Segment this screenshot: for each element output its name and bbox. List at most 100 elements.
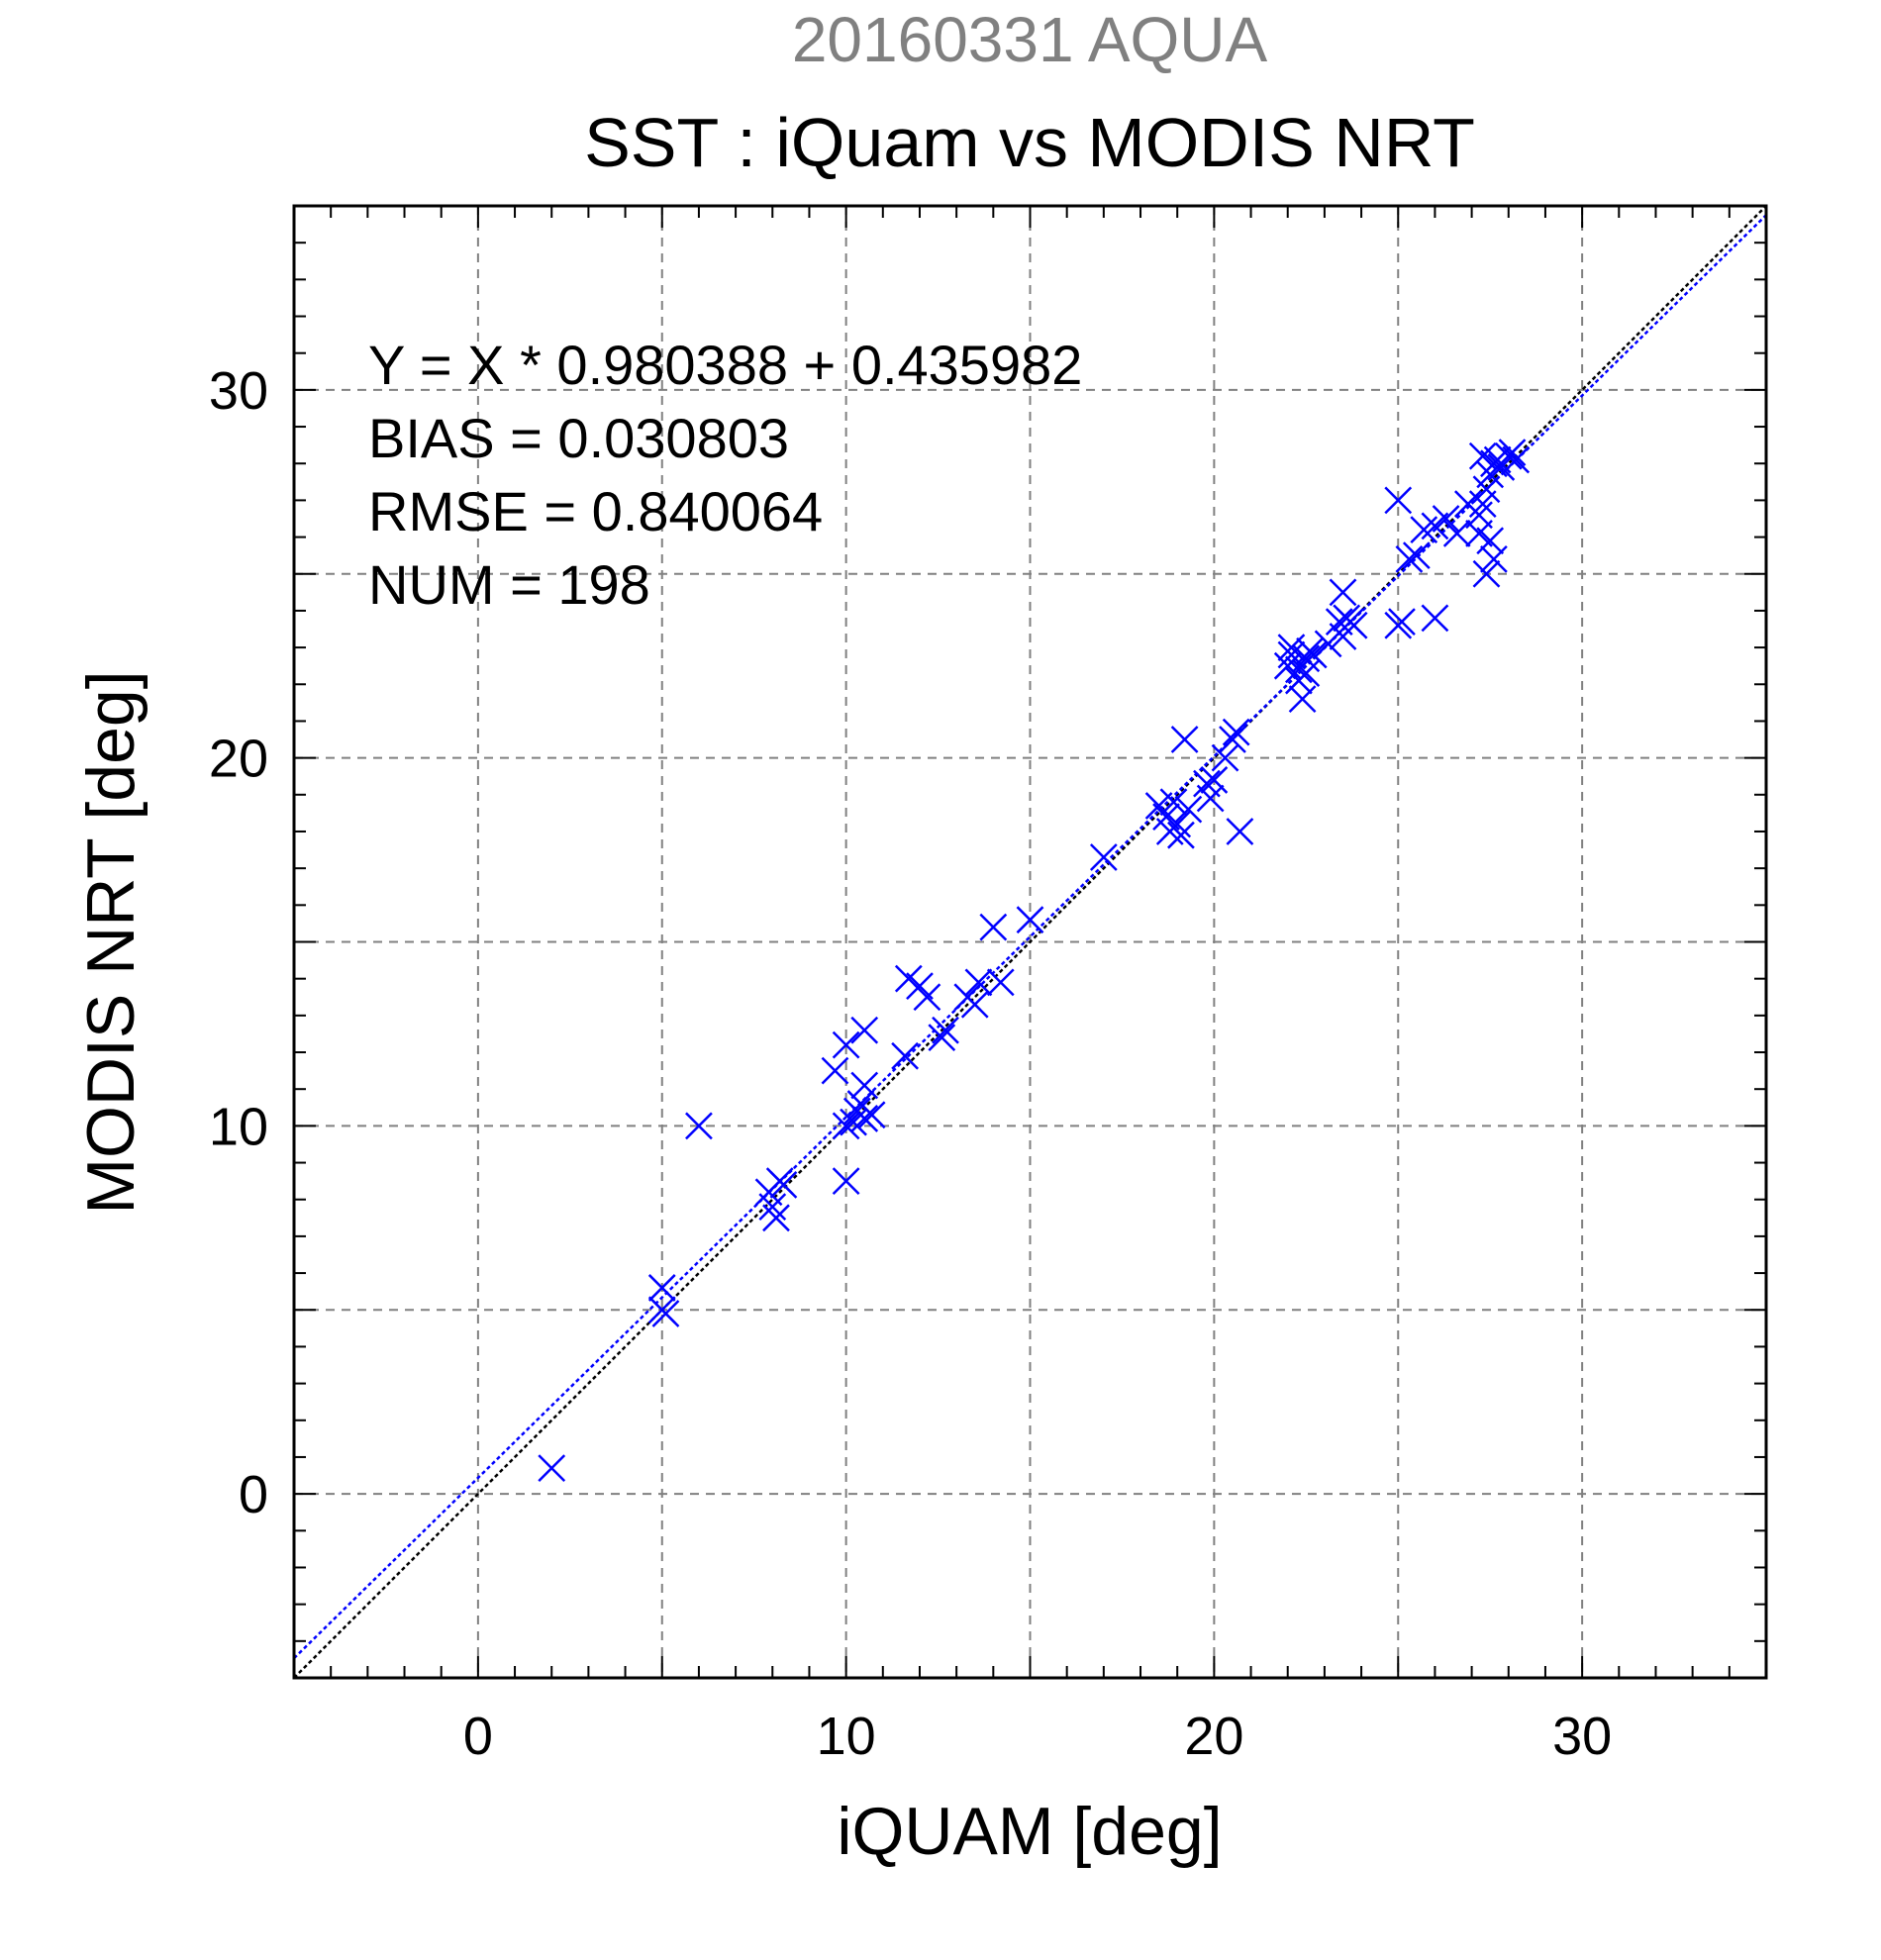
marker-stroke (1442, 519, 1471, 547)
scatter-point (1498, 439, 1527, 466)
marker-stroke (1465, 519, 1493, 547)
marker-stroke (1277, 640, 1306, 669)
scatter-point (928, 1024, 956, 1052)
marker-stroke (928, 1024, 956, 1052)
marker-stroke (758, 1193, 787, 1222)
scatter-point (1384, 486, 1413, 515)
chart-subtitle: SST : iQuam vs MODIS NRT (584, 104, 1475, 181)
marker-stroke (1384, 486, 1413, 515)
marker-stroke (1325, 608, 1353, 636)
marker-stroke (1388, 608, 1416, 636)
scatter-point (1296, 637, 1324, 665)
scatter-point (1288, 685, 1317, 714)
scatter-point (1329, 578, 1357, 607)
marker-stroke (538, 1454, 566, 1482)
scatter-point (891, 1041, 919, 1070)
marker-stroke (1402, 541, 1431, 570)
x-tick-label: 30 (1552, 1707, 1612, 1766)
marker-stroke (1468, 490, 1497, 519)
annotation-line: RMSE = 0.840064 (368, 480, 823, 542)
marker-stroke (1480, 544, 1508, 573)
scatter-point (1292, 659, 1321, 688)
chart-title: 20160331 AQUA (792, 4, 1268, 75)
scatter-point (850, 1016, 879, 1044)
data-points (538, 439, 1531, 1482)
scatter-point (1089, 843, 1118, 871)
scatter-point (1016, 906, 1044, 934)
scatter-point (832, 1112, 860, 1140)
y-tick-label: 30 (209, 361, 268, 421)
scatter-point (769, 1170, 798, 1199)
axis-ticks: 0 10 20 30 0 10 20 30 (209, 206, 1766, 1766)
scatter-point (850, 1071, 879, 1100)
scatter-point (1410, 516, 1438, 544)
fit-lines (293, 205, 1767, 1679)
scatter-point (913, 983, 941, 1012)
marker-stroke (894, 964, 923, 993)
scatter-point (1170, 726, 1199, 753)
scatter-point (832, 1167, 860, 1196)
scatter-point (1219, 726, 1246, 753)
marker-stroke (986, 968, 1015, 997)
scatter-point (1155, 818, 1184, 845)
marker-stroke (647, 1296, 676, 1324)
marker-stroke (1395, 544, 1424, 573)
marker-stroke (821, 1056, 849, 1085)
marker-stroke (960, 990, 989, 1019)
marker-stroke (1296, 637, 1324, 665)
marker-stroke (1292, 644, 1321, 673)
marker-stroke (762, 1204, 790, 1232)
annotation-line: Y = X * 0.980388 + 0.435982 (368, 334, 1082, 396)
stats-annotations: Y = X * 0.980388 + 0.435982 BIAS = 0.0308… (368, 334, 1082, 616)
marker-stroke (1314, 630, 1342, 658)
marker-stroke (1421, 604, 1449, 633)
marker-stroke (1468, 441, 1497, 470)
scatter-point (1196, 784, 1225, 813)
scatter-point (1472, 559, 1501, 588)
marker-stroke (769, 1170, 798, 1199)
scatter-point (1468, 490, 1497, 519)
scatter-point (1277, 634, 1306, 661)
marker-stroke (1222, 718, 1250, 746)
scatter-point (1421, 604, 1449, 633)
annotation-line: NUM = 198 (368, 553, 650, 616)
scatter-point (1502, 445, 1531, 474)
x-tick-label: 0 (463, 1707, 493, 1766)
marker-stroke (1159, 788, 1188, 817)
scatter-point (647, 1274, 676, 1302)
scatter-point (1421, 512, 1449, 540)
marker-stroke (1476, 527, 1505, 555)
marker-stroke (979, 913, 1008, 941)
scatter-point (832, 1030, 860, 1059)
x-tick-label: 20 (1184, 1707, 1243, 1766)
scatter-point (1480, 544, 1508, 573)
scatter-point (1222, 718, 1250, 746)
marker-stroke (964, 968, 993, 997)
annotation-line: BIAS = 0.030803 (368, 407, 789, 469)
marker-stroke (1155, 818, 1184, 845)
scatter-point (1292, 644, 1321, 673)
scatter-point (1329, 623, 1357, 650)
scatter-point (960, 990, 989, 1019)
scatter-point (932, 1016, 959, 1044)
marker-stroke (913, 983, 941, 1012)
marker-stroke (1170, 726, 1199, 753)
y-tick-label: 10 (209, 1097, 268, 1156)
marker-stroke (1329, 578, 1357, 607)
scatter-point (1159, 788, 1188, 817)
marker-stroke (1167, 821, 1195, 849)
scatter-point (840, 1108, 867, 1136)
y-tick-label: 0 (239, 1465, 268, 1524)
marker-stroke (1421, 512, 1449, 540)
marker-stroke (850, 1105, 879, 1132)
scatter-point (1200, 766, 1229, 794)
marker-stroke (1196, 784, 1225, 813)
scatter-point (1468, 441, 1497, 470)
scatter-point (1395, 544, 1424, 573)
marker-stroke (1292, 659, 1321, 688)
scatter-point (964, 968, 993, 997)
marker-stroke (1472, 559, 1501, 588)
marker-stroke (850, 1071, 879, 1100)
marker-stroke (932, 1016, 959, 1044)
